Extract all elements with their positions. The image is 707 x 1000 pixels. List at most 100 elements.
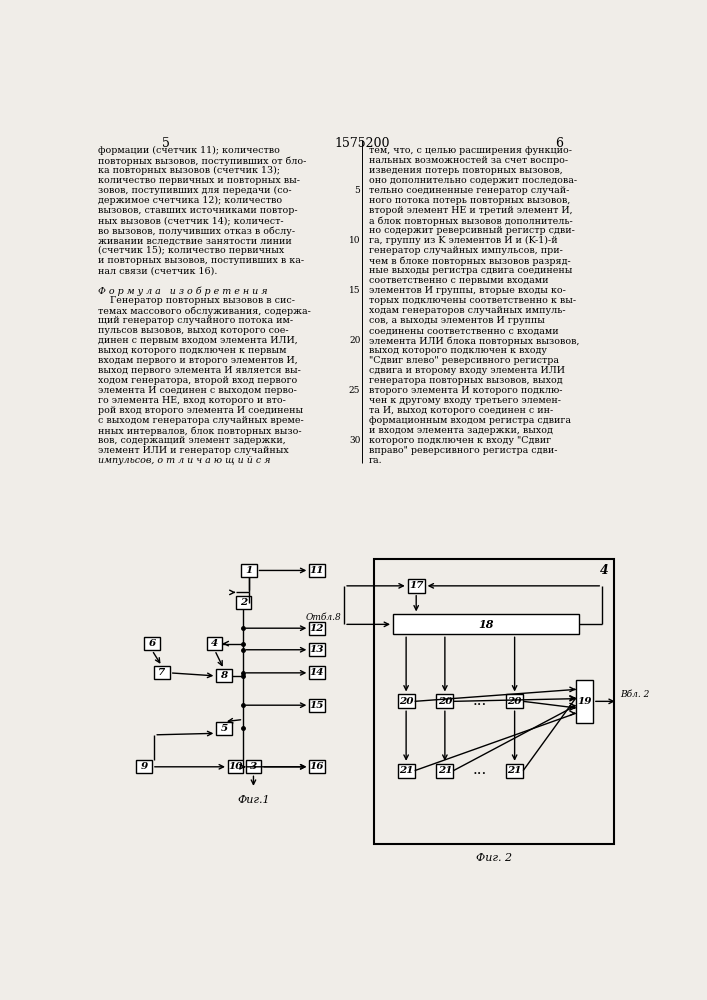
Text: живании вследствие занятости линии: живании вследствие занятости линии: [98, 236, 291, 245]
Text: 6: 6: [148, 639, 156, 648]
Text: га, группу из K элементов И и (K-1)-й: га, группу из K элементов И и (K-1)-й: [369, 236, 558, 245]
Bar: [436, 764, 453, 778]
Text: 19: 19: [577, 697, 592, 706]
Text: повторных вызовов, поступивших от бло-: повторных вызовов, поступивших от бло-: [98, 156, 306, 166]
Text: ходам генераторов случайных импуль-: ходам генераторов случайных импуль-: [369, 306, 566, 315]
Text: Генератор повторных вызовов в сис-: Генератор повторных вызовов в сис-: [98, 296, 295, 305]
Text: га.: га.: [369, 456, 382, 465]
Text: 13: 13: [310, 645, 325, 654]
Text: зовов, поступивших для передачи (со-: зовов, поступивших для передачи (со-: [98, 186, 291, 195]
Text: 5: 5: [162, 137, 170, 150]
Text: держимое счетчика 12); количество: держимое счетчика 12); количество: [98, 196, 282, 205]
Text: 11: 11: [310, 566, 325, 575]
Text: та И, выход которого соединен с ин-: та И, выход которого соединен с ин-: [369, 406, 553, 415]
Text: элемента ИЛИ блока повторных вызовов,: элемента ИЛИ блока повторных вызовов,: [369, 336, 580, 346]
Text: 21: 21: [438, 766, 452, 775]
Text: ка повторных вызовов (счетчик 13);: ка повторных вызовов (счетчик 13);: [98, 166, 280, 175]
Text: сдвига и второму входу элемента ИЛИ: сдвига и второму входу элемента ИЛИ: [369, 366, 565, 375]
Text: выход первого элемента И является вы-: выход первого элемента И является вы-: [98, 366, 300, 375]
Text: 16: 16: [310, 762, 325, 771]
Text: 17: 17: [409, 581, 423, 590]
Text: 20: 20: [399, 697, 414, 706]
Text: пульсов вызовов, выход которого сое-: пульсов вызовов, выход которого сое-: [98, 326, 288, 335]
Text: 2: 2: [240, 598, 247, 607]
Text: 4: 4: [211, 639, 218, 648]
Text: темах массового обслуживания, содержа-: темах массового обслуживания, содержа-: [98, 306, 310, 316]
Bar: [309, 643, 325, 656]
Text: во вызовов, получивших отказ в обслу-: во вызовов, получивших отказ в обслу-: [98, 226, 295, 236]
Text: 20: 20: [508, 697, 522, 706]
Text: ...: ...: [472, 694, 487, 708]
Text: 9: 9: [141, 762, 148, 771]
Bar: [309, 622, 325, 635]
Text: Отбл.8: Отбл.8: [306, 613, 341, 622]
Text: 1575200: 1575200: [334, 137, 390, 150]
Text: ных вызовов (счетчик 14); количест-: ных вызовов (счетчик 14); количест-: [98, 216, 284, 225]
Text: чен к другому входу третьего элемен-: чен к другому входу третьего элемен-: [369, 396, 561, 405]
Text: 6: 6: [555, 137, 563, 150]
Text: 20: 20: [438, 697, 452, 706]
Bar: [309, 564, 325, 577]
Text: "Сдвиг влево" реверсивного регистра: "Сдвиг влево" реверсивного регистра: [369, 356, 559, 365]
Text: соединены соответственно с входами: соединены соответственно с входами: [369, 326, 559, 335]
Text: Вбл. 2: Вбл. 2: [620, 690, 650, 699]
Text: 14: 14: [310, 668, 325, 677]
Bar: [373, 559, 614, 844]
Text: ...: ...: [472, 763, 487, 777]
Text: элемента И соединен с выходом перво-: элемента И соединен с выходом перво-: [98, 386, 296, 395]
Text: 5: 5: [354, 186, 361, 195]
Bar: [393, 614, 579, 634]
Text: 25: 25: [349, 386, 361, 395]
Text: ные выходы регистра сдвига соединены: ные выходы регистра сдвига соединены: [369, 266, 572, 275]
Text: с выходом генератора случайных време-: с выходом генератора случайных време-: [98, 416, 303, 425]
Text: входам первого и второго элементов И,: входам первого и второго элементов И,: [98, 356, 298, 365]
Bar: [397, 764, 414, 778]
Bar: [207, 637, 223, 650]
Text: рой вход второго элемента И соединены: рой вход второго элемента И соединены: [98, 406, 303, 415]
Text: динен с первым входом элемента ИЛИ,: динен с первым входом элемента ИЛИ,: [98, 336, 298, 345]
Text: элементов И группы, вторые входы ко-: элементов И группы, вторые входы ко-: [369, 286, 566, 295]
Text: но содержит реверсивный регистр сдви-: но содержит реверсивный регистр сдви-: [369, 226, 575, 235]
Text: 10: 10: [349, 236, 361, 245]
Bar: [309, 760, 325, 773]
Bar: [436, 694, 453, 708]
Text: 15: 15: [310, 701, 325, 710]
Bar: [216, 669, 232, 682]
Text: элемент ИЛИ и генератор случайных: элемент ИЛИ и генератор случайных: [98, 446, 288, 455]
Text: (счетчик 15); количество первичных: (счетчик 15); количество первичных: [98, 246, 284, 255]
Text: нальных возможностей за счет воспро-: нальных возможностей за счет воспро-: [369, 156, 568, 165]
Text: 20: 20: [349, 336, 361, 345]
Text: нал связи (счетчик 16).: нал связи (счетчик 16).: [98, 266, 217, 275]
Text: которого подключен к входу "Сдвиг: которого подключен к входу "Сдвиг: [369, 436, 551, 445]
Text: формационным входом регистра сдвига: формационным входом регистра сдвига: [369, 416, 571, 425]
Text: второй элемент НЕ и третий элемент И,: второй элемент НЕ и третий элемент И,: [369, 206, 573, 215]
Text: нных интервалов, блок повторных вызо-: нных интервалов, блок повторных вызо-: [98, 426, 301, 436]
Text: вов, содержащий элемент задержки,: вов, содержащий элемент задержки,: [98, 436, 286, 445]
Text: 30: 30: [349, 436, 361, 445]
Text: и входом элемента задержки, выход: и входом элемента задержки, выход: [369, 426, 553, 435]
Text: генератор случайных импульсов, при-: генератор случайных импульсов, при-: [369, 246, 563, 255]
Bar: [408, 579, 425, 593]
Text: количество первичных и повторных вы-: количество первичных и повторных вы-: [98, 176, 300, 185]
Text: 18: 18: [478, 619, 493, 630]
Text: выход которого подключен к первым: выход которого подключен к первым: [98, 346, 286, 355]
Text: торых подключены соответственно к вы-: торых подключены соответственно к вы-: [369, 296, 576, 305]
Text: тем, что, с целью расширения функцио-: тем, что, с целью расширения функцио-: [369, 146, 572, 155]
Text: 21: 21: [508, 766, 522, 775]
Bar: [506, 764, 523, 778]
Bar: [235, 596, 251, 609]
Text: 4: 4: [600, 564, 609, 577]
Text: 10: 10: [228, 762, 243, 771]
Bar: [144, 637, 160, 650]
Text: а блок повторных вызовов дополнитель-: а блок повторных вызовов дополнитель-: [369, 216, 573, 226]
Bar: [246, 760, 261, 773]
Text: тельно соединенные генератор случай-: тельно соединенные генератор случай-: [369, 186, 569, 195]
Bar: [397, 694, 414, 708]
Bar: [309, 699, 325, 712]
Bar: [506, 694, 523, 708]
Bar: [241, 564, 257, 577]
Text: вызовов, ставших источниками повтор-: вызовов, ставших источниками повтор-: [98, 206, 298, 215]
Text: выход которого подключен к входу: выход которого подключен к входу: [369, 346, 547, 355]
Text: го элемента НЕ, вход которого и вто-: го элемента НЕ, вход которого и вто-: [98, 396, 286, 405]
Text: ного потока потерь повторных вызовов,: ного потока потерь повторных вызовов,: [369, 196, 571, 205]
